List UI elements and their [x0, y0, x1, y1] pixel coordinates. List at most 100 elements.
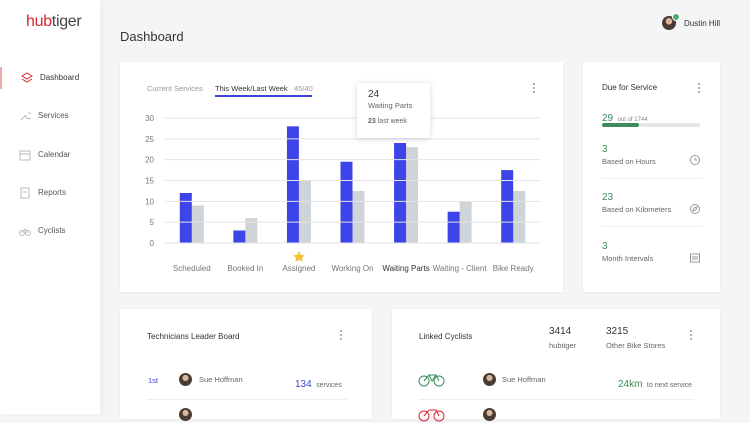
nav-label: Cyclists [38, 226, 66, 235]
due-label: Month Intervals [602, 254, 654, 263]
next-service: 24km to next service [618, 374, 692, 392]
nav-item[interactable]: Dashboard [0, 67, 102, 89]
x-tick-label: Working On [331, 264, 373, 273]
card-title: Linked Cyclists [419, 332, 473, 341]
user-name[interactable]: Dustin Hill [684, 19, 721, 28]
bar [233, 230, 246, 243]
x-tick-label: Bike Ready [493, 264, 534, 273]
bar [245, 218, 258, 243]
menu[interactable] [340, 330, 342, 342]
count-value: 134 [295, 379, 312, 390]
nav-label: Dashboard [40, 73, 80, 82]
nav-item[interactable]: Reports [0, 182, 100, 204]
tooltip-previous-value: 23 [368, 118, 376, 125]
nav-item[interactable]: Calendar [0, 144, 100, 166]
tooltip-previous: 23 last week [368, 118, 407, 125]
due-label: Based on Hours [602, 157, 656, 166]
icon [20, 112, 31, 121]
tooltip-category: Waiting Parts [368, 101, 413, 110]
leaderboard-card: Technicians Leader Board 1st Sue Hoffman… [120, 309, 372, 421]
x-tick-label: Waiting Parts [382, 264, 429, 273]
linked-card: Linked Cyclists 3414 hubtiger 3215 Other… [392, 309, 720, 422]
due-value: 23 [602, 192, 614, 203]
bar [352, 190, 365, 243]
menu[interactable] [533, 83, 535, 95]
avatar [179, 408, 192, 421]
avatar [483, 373, 496, 386]
menu[interactable] [698, 83, 700, 95]
y-tick-label: 0 [150, 239, 155, 248]
x-tick-label: Scheduled [173, 264, 211, 273]
compass-icon [690, 204, 700, 214]
y-tick-label: 15 [145, 177, 154, 186]
stat-label: Other Bike Stores [606, 341, 666, 350]
count-unit: services [316, 382, 342, 389]
icon [21, 72, 33, 83]
bar [298, 180, 311, 243]
bar [513, 190, 526, 243]
menu[interactable] [690, 330, 692, 342]
page: { "sidebar": {"logo": {"first": "hub", "… [0, 0, 721, 422]
nav-label: Services [38, 111, 69, 120]
bar [406, 147, 419, 243]
card-title: Due for Service [602, 83, 658, 92]
service-count: 134 services [295, 374, 342, 392]
status-badge [672, 13, 680, 21]
progress-fill [602, 123, 639, 127]
icon [20, 187, 30, 199]
stat-label: hubtiger [549, 341, 577, 350]
x-tick-label: Waiting - Client [433, 264, 488, 273]
separator [602, 226, 702, 227]
page-title: Dashboard [120, 29, 184, 44]
x-tick-label: Booked In [227, 264, 263, 273]
tooltip-suffix: last week [377, 118, 407, 125]
progress-track [602, 123, 700, 127]
cyclist-name[interactable]: Sue Hoffman [502, 375, 546, 384]
tab[interactable]: Current Services [147, 84, 203, 93]
y-tick-label: 25 [145, 135, 154, 144]
calendar-icon [690, 253, 700, 263]
bar [340, 161, 353, 243]
logo-part: hub [26, 13, 52, 30]
star-icon [293, 251, 305, 262]
y-tick-label: 30 [145, 114, 154, 123]
nav-label: Calendar [38, 150, 71, 159]
card-title: Technicians Leader Board [147, 332, 240, 341]
due-card: Due for Service 29 out of 1744 3 Based o… [583, 62, 720, 292]
chart-card: Current Services This Week/Last Week 45/… [120, 62, 563, 292]
y-tick-label: 10 [145, 197, 154, 206]
due-count: 29 out of 1744 [602, 108, 648, 126]
due-total: out of 1744 [617, 117, 648, 123]
logo[interactable]: hubtiger [26, 13, 82, 31]
stat-value: 3414 [549, 326, 572, 337]
bike-icon [418, 374, 445, 387]
x-tick-label: Assigned [282, 264, 315, 273]
separator [419, 399, 694, 400]
tooltip-value: 24 [368, 89, 380, 100]
due-label: Based on Kilometers [602, 205, 672, 214]
nav-label: Reports [38, 188, 67, 197]
tab-count: 45/40 [294, 84, 313, 93]
separator [602, 178, 702, 179]
avatar [483, 408, 496, 421]
sidebar: hubtiger Dashboard Services Calendar Rep… [0, 0, 100, 414]
nav-item[interactable]: Services [0, 105, 100, 127]
bar [447, 211, 460, 243]
separator [147, 399, 347, 400]
icon [19, 228, 31, 236]
y-tick-label: 5 [150, 218, 155, 227]
distance-note: to next service [646, 382, 693, 389]
tab-active[interactable]: This Week/Last Week [215, 84, 288, 93]
avatar [179, 373, 192, 386]
technician-name[interactable]: Sue Hoffman [199, 375, 243, 384]
tooltip: 24 Waiting Parts 23 last week [357, 83, 430, 138]
y-tick-label: 20 [145, 156, 154, 165]
bike-icon [418, 409, 445, 422]
bar [501, 170, 514, 243]
due-value: 3 [602, 144, 608, 155]
bar [179, 193, 192, 243]
logo-part: tiger [51, 13, 82, 30]
due-value: 3 [602, 241, 608, 252]
bar [191, 205, 204, 243]
nav-item[interactable]: Cyclists [0, 220, 100, 242]
